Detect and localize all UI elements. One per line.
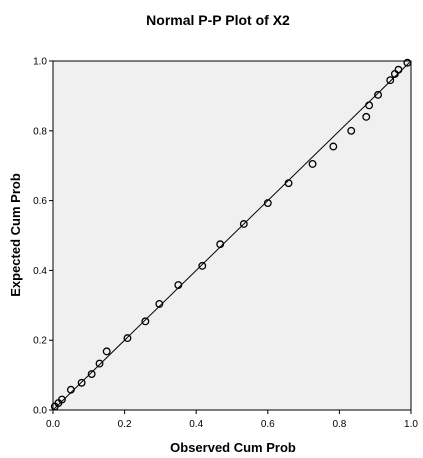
y-tick-label-1: 0.0 [33,406,47,417]
x-tick-label-6: 1.0 [404,419,418,430]
y-axis-title: Expected Cum Prob [8,173,23,297]
x-tick-label-1: 0.0 [46,419,60,430]
y-tick-label-4: 0.6 [33,196,47,207]
x-tick-label-4: 0.6 [261,419,275,430]
y-tick-label-2: 0.2 [33,336,47,347]
data-point-19 [329,142,338,151]
data-point-4 [66,385,75,394]
data-point-15 [239,220,248,228]
chart-title: Normal P-P Plot of X2 [146,12,290,28]
data-point-10 [141,317,150,326]
x-tick-label-2: 0.2 [118,419,132,430]
data-point-17 [284,179,293,188]
y-axis-ticks: 0.0 0.2 0.4 0.6 0.8 1.0 [33,57,53,417]
data-point-11 [155,299,164,308]
data-point-16 [263,199,272,207]
data-point-3 [58,395,66,404]
data-point-26 [394,65,403,74]
x-tick-label-5: 0.8 [332,419,346,430]
y-tick-label-6: 1.0 [33,57,47,68]
data-point-6 [87,370,96,379]
data-point-20 [347,126,356,135]
reference-line-group [52,60,412,411]
data-point-8 [102,347,111,356]
y-tick-label-5: 0.8 [33,126,47,137]
data-point-24 [386,76,395,85]
data-point-21 [362,112,371,121]
x-axis-title: Observed Cum Prob [170,440,296,455]
data-point-14 [216,240,225,249]
data-point-12 [174,281,183,290]
reference-line [52,60,412,411]
data-point-5 [77,378,86,387]
data-point-22 [365,101,374,110]
data-point-23 [374,90,383,99]
data-point-13 [198,261,207,270]
data-point-27 [403,58,412,67]
x-tick-label-3: 0.4 [189,419,203,430]
y-tick-label-3: 0.4 [33,266,47,277]
x-axis-ticks: 0.0 0.2 0.4 0.6 0.8 1.0 [46,410,418,430]
data-point-9 [123,334,132,343]
data-point-7 [95,359,104,368]
data-point-18 [308,160,317,168]
data-points [50,58,412,411]
